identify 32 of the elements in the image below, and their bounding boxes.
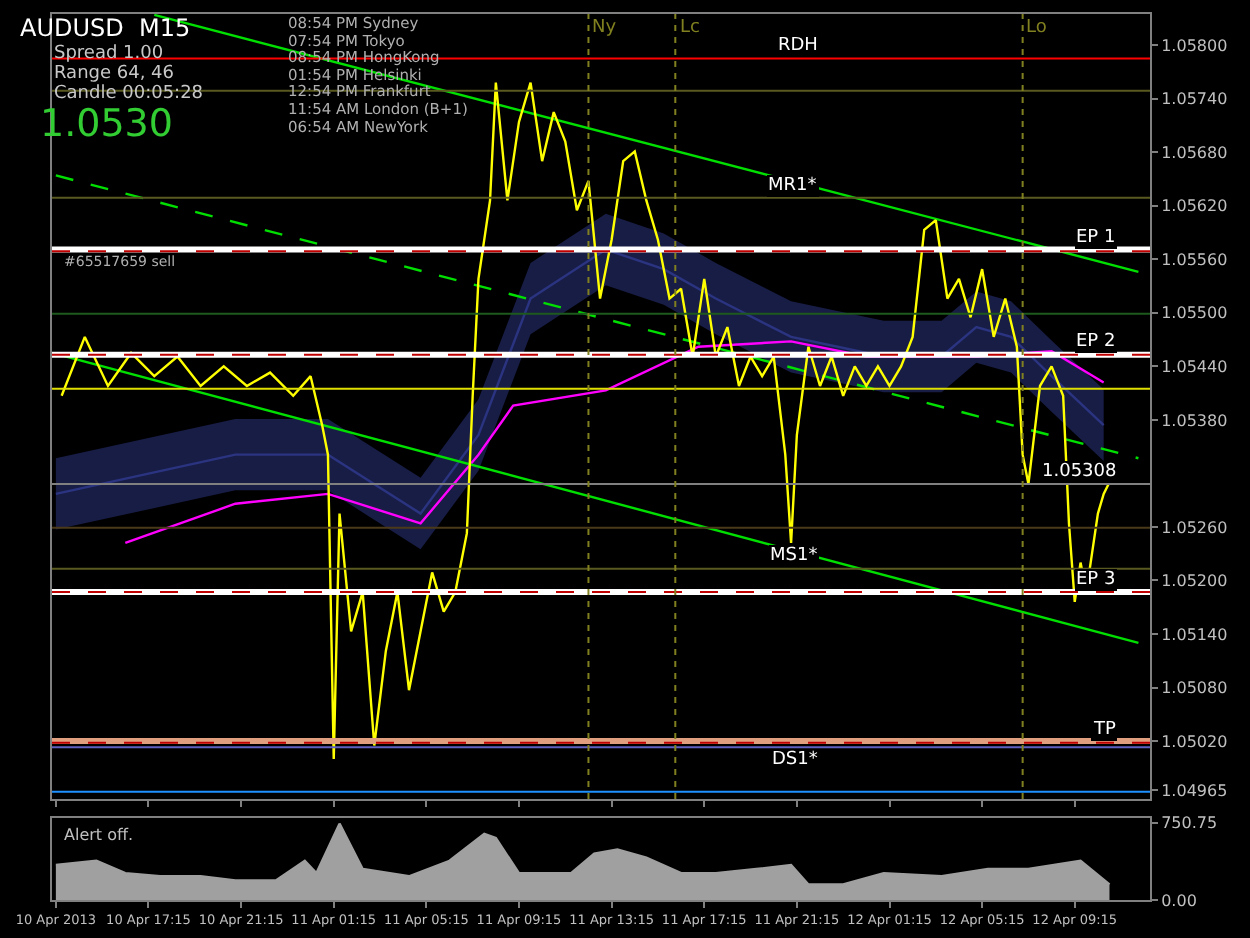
ref-line-label: DS1* (772, 750, 819, 770)
y-tick-label: 0.00 (1161, 891, 1197, 910)
ref-line-label: EP 2 (1076, 332, 1116, 352)
annotation: Range 64, 46 (54, 64, 175, 84)
y-tick-label: 1.05560 (1161, 250, 1228, 269)
annotation: AUDUSD M15 (20, 14, 191, 42)
y-tick-label: 1.04965 (1161, 781, 1228, 800)
y-tick-label: 1.05500 (1161, 304, 1228, 323)
y-tick-label: 750.75 (1161, 814, 1218, 833)
y-tick-label: 1.05680 (1161, 143, 1228, 162)
ref-line-label: Lc (680, 18, 701, 38)
ref-line-label: MR1* (768, 176, 818, 196)
annotation: Alert off. (64, 826, 134, 844)
ref-line-label: Ny (592, 18, 618, 38)
ref-line-label: Lo (1026, 18, 1048, 38)
y-tick-label: 1.05080 (1161, 679, 1228, 698)
y-tick-label: 1.05620 (1161, 197, 1228, 216)
ref-line-label: TP (1092, 720, 1117, 740)
y-tick-label: 1.05740 (1161, 90, 1228, 109)
ref-line-label: EP 3 (1076, 570, 1116, 590)
annotation: Candle 00:05:28 (54, 84, 204, 104)
y-tick-label: 1.05200 (1161, 572, 1228, 591)
y-tick-label: 1.05020 (1161, 732, 1228, 751)
y-tick-label: 1.05260 (1161, 518, 1228, 537)
y-tick-label: 1.05800 (1161, 36, 1228, 55)
ref-line-label: RDH (778, 36, 818, 56)
ref-line-label: MS1* (770, 546, 819, 566)
ref-line-label: 1.05308 (1042, 462, 1117, 482)
y-tick-label: 1.05140 (1161, 625, 1228, 644)
y-tick-label: 1.05440 (1161, 357, 1228, 376)
y-tick-label: 1.05380 (1161, 411, 1228, 430)
ref-line-label: EP 1 (1076, 228, 1116, 248)
